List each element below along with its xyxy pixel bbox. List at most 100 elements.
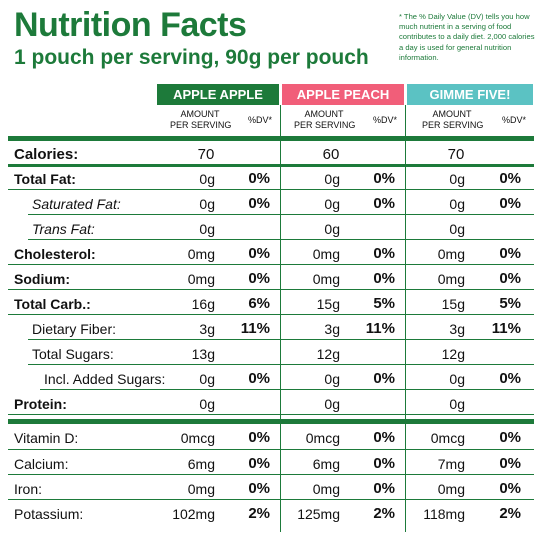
dv-header: %DV* [373, 115, 398, 125]
amount-value: 102mg [172, 506, 215, 522]
amount-value: 125mg [297, 506, 340, 522]
dv-value: 0% [373, 480, 395, 497]
row-protein: Protein: 0g 0g 0g [0, 392, 540, 417]
dv-value: 6% [248, 295, 270, 312]
amount-value: 0g [449, 196, 465, 212]
amount-value: 0g [449, 371, 465, 387]
dv-value: 0% [373, 370, 395, 387]
amount-value: 0g [449, 221, 465, 237]
amount-value: 0mg [312, 481, 340, 497]
dv-value: 11% [365, 320, 395, 337]
amount-value: 3g [199, 321, 215, 337]
amount-value: 13g [191, 346, 215, 362]
amount-value: 15g [316, 296, 340, 312]
rule [8, 314, 534, 315]
amount-value: 0g [199, 221, 215, 237]
rule [28, 364, 534, 365]
amount-value: 0mg [312, 271, 340, 287]
rule [28, 239, 534, 240]
dv-value: 0% [499, 270, 521, 287]
row-label: Protein: [14, 396, 67, 412]
dv-value: 0% [373, 455, 395, 472]
dv-value: 5% [499, 295, 521, 312]
amount-value: 3g [449, 321, 465, 337]
amount-value: 0mg [312, 246, 340, 262]
rule [8, 189, 534, 190]
dv-value: 0% [248, 245, 270, 262]
dv-value: 2% [499, 505, 521, 522]
dv-value: 11% [240, 320, 270, 337]
amount-value: 12g [316, 346, 340, 362]
dv-value: 0% [373, 245, 395, 262]
row-label: Trans Fat: [32, 221, 95, 237]
row-cholesterol: Cholesterol: 0mg 0% 0mg 0% 0mg 0% [0, 242, 540, 267]
dv-value: 0% [499, 429, 521, 446]
column-header-gimme-five: GIMME FIVE! [407, 84, 533, 105]
rule [8, 499, 534, 500]
rule-thick [8, 136, 534, 141]
row-calories: Calories: 70 60 70 [0, 142, 540, 167]
dv-value: 11% [491, 320, 521, 337]
dv-value: 0% [248, 480, 270, 497]
dv-header: %DV* [502, 115, 527, 125]
amount-value: 0g [449, 396, 465, 412]
row-saturated-fat: Saturated Fat: 0g 0% 0g 0% 0g 0% [0, 192, 540, 217]
row-label: Iron: [14, 481, 43, 497]
amount-value: 0g [324, 396, 340, 412]
column-divider [405, 105, 406, 532]
rule [28, 214, 534, 215]
row-total-sugars: Total Sugars: 13g 12g 12g [0, 342, 540, 367]
rule [8, 414, 534, 415]
row-label: Cholesterol: [14, 246, 96, 262]
amount-value: 0g [324, 171, 340, 187]
rule [8, 474, 534, 475]
amount-value: 0g [324, 196, 340, 212]
row-label: Calcium: [14, 456, 69, 472]
row-label: Calories: [14, 146, 79, 163]
dv-value: 0% [499, 195, 521, 212]
amount-value: 0mg [437, 271, 465, 287]
row-added-sugars: Incl. Added Sugars: 0g 0% 0g 0% 0g 0% [0, 367, 540, 392]
dv-value: 2% [373, 505, 395, 522]
serving-subtitle: 1 pouch per serving, 90g per pouch [14, 46, 369, 69]
amount-per-serving-header: AMOUNT PER SERVING [422, 109, 484, 130]
column-header-apple-peach: APPLE PEACH [282, 84, 404, 105]
dv-value: 0% [499, 370, 521, 387]
amount-value: 3g [324, 321, 340, 337]
row-label: Dietary Fiber: [32, 321, 117, 337]
dv-value: 0% [373, 270, 395, 287]
column-header-apple-apple: APPLE APPLE [157, 84, 279, 105]
dv-value: 0% [248, 170, 270, 187]
row-label: Sodium: [14, 271, 70, 287]
amount-per-serving-header: AMOUNT PER SERVING [294, 109, 356, 130]
dv-value: 0% [499, 455, 521, 472]
dv-value: 0% [248, 195, 270, 212]
amount-value: 16g [191, 296, 215, 312]
amount-value: 0mg [187, 481, 215, 497]
row-potassium: Potassium: 102mg 2% 125mg 2% 118mg 2% [0, 502, 540, 527]
rule [8, 164, 534, 167]
amount-value: 0mg [437, 246, 465, 262]
dv-value: 2% [248, 505, 270, 522]
row-iron: Iron: 0mg 0% 0mg 0% 0mg 0% [0, 477, 540, 502]
dv-value: 0% [248, 270, 270, 287]
amount-value: 12g [441, 346, 465, 362]
amount-value: 0g [199, 196, 215, 212]
row-label: Total Fat: [14, 171, 76, 187]
row-label: Saturated Fat: [32, 196, 121, 212]
nutrition-title: Nutrition Facts [14, 6, 247, 44]
amount-value: 7mg [437, 456, 465, 472]
amount-value: 118mg [423, 506, 465, 522]
amount-value: 70 [197, 146, 215, 163]
row-label: Total Carb.: [14, 296, 91, 312]
amount-value: 0mg [437, 481, 465, 497]
amount-value: 0mg [187, 271, 215, 287]
row-total-fat: Total Fat: 0g 0% 0g 0% 0g 0% [0, 167, 540, 192]
amount-value: 0g [324, 221, 340, 237]
amount-value: 0g [449, 171, 465, 187]
dv-value: 0% [373, 195, 395, 212]
row-label: Total Sugars: [32, 346, 114, 362]
amount-value: 70 [447, 146, 465, 163]
dv-value: 0% [248, 455, 270, 472]
row-calcium: Calcium: 6mg 0% 6mg 0% 7mg 0% [0, 452, 540, 477]
